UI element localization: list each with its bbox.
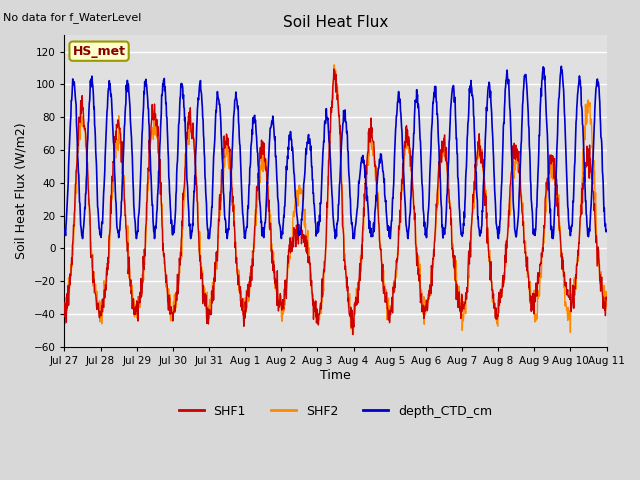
SHF2 — [492, 306, 499, 312]
depth_CTD_cm — [491, 188, 499, 193]
SHF1 — [603, 297, 611, 302]
SHF2 — [330, 62, 338, 68]
depth_CTD_cm — [539, 70, 547, 76]
SHF1 — [330, 66, 338, 72]
Text: HS_met: HS_met — [72, 45, 125, 58]
SHF2 — [181, 180, 189, 186]
depth_CTD_cm — [168, 231, 176, 237]
SHF1 — [349, 332, 356, 337]
depth_CTD_cm — [420, 213, 428, 218]
SHF1 — [181, 166, 189, 171]
SHF1 — [539, 249, 547, 254]
SHF1 — [61, 300, 68, 306]
Line: SHF2: SHF2 — [65, 65, 607, 335]
X-axis label: Time: Time — [320, 369, 351, 382]
depth_CTD_cm — [61, 227, 68, 232]
SHF2 — [61, 311, 68, 316]
Line: SHF1: SHF1 — [65, 69, 607, 335]
Line: depth_CTD_cm: depth_CTD_cm — [65, 66, 607, 239]
SHF2 — [242, 310, 250, 316]
SHF1 — [242, 309, 250, 314]
depth_CTD_cm — [603, 227, 611, 233]
SHF1 — [168, 310, 175, 315]
SHF2 — [168, 308, 175, 314]
SHF2 — [420, 321, 428, 327]
Legend: SHF1, SHF2, depth_CTD_cm: SHF1, SHF2, depth_CTD_cm — [173, 400, 497, 423]
depth_CTD_cm — [182, 129, 189, 135]
depth_CTD_cm — [242, 228, 250, 234]
Text: No data for f_WaterLevel: No data for f_WaterLevel — [3, 12, 141, 23]
SHF2 — [349, 332, 357, 338]
Y-axis label: Soil Heat Flux (W/m2): Soil Heat Flux (W/m2) — [15, 123, 28, 259]
depth_CTD_cm — [557, 63, 565, 69]
SHF2 — [603, 304, 611, 310]
SHF1 — [492, 307, 499, 313]
SHF1 — [420, 313, 428, 319]
Title: Soil Heat Flux: Soil Heat Flux — [283, 15, 388, 30]
SHF2 — [539, 248, 547, 253]
depth_CTD_cm — [79, 236, 86, 241]
